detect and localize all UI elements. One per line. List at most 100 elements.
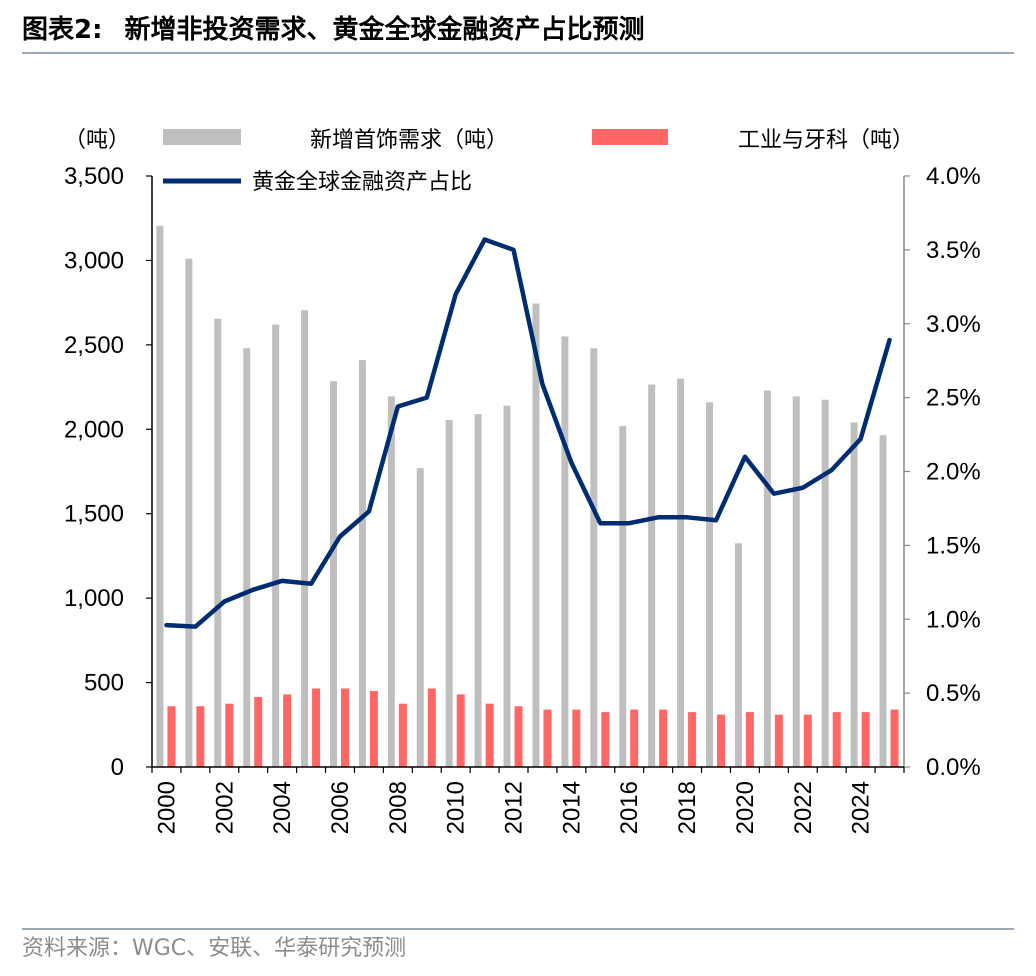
jewelry-bar-2007	[358, 360, 366, 767]
jewelry-bar-2019	[706, 402, 713, 767]
x-tick-label: 2014	[558, 781, 585, 834]
jewelry-bar-2011	[474, 414, 482, 767]
jewelry-bar-2008	[387, 396, 395, 767]
left-tick-label: 1,500	[64, 501, 124, 528]
x-tick-label: 2018	[674, 781, 701, 834]
figure-number: 图表2:	[22, 15, 103, 45]
right-tick-label: 3.0%	[926, 311, 981, 338]
industrial-bar-2011	[485, 703, 494, 767]
x-tick-label: 2004	[269, 781, 296, 834]
industrial-bar-2000	[167, 706, 176, 767]
jewelry-bar-2024	[850, 422, 858, 767]
legend: 新增首饰需求（吨） 工业与牙科（吨） 黄金全球金融资产占比	[163, 128, 914, 195]
industrial-bar-2020	[745, 712, 754, 767]
jewelry-bar-2012	[503, 405, 511, 767]
jewelry-bar-2003	[243, 348, 251, 767]
footer-divider	[22, 928, 1014, 930]
jewelry-bar-2022	[792, 396, 800, 767]
right-tick-label: 2.0%	[926, 459, 981, 486]
right-tick-label: 3.5%	[926, 237, 981, 264]
jewelry-bar-2017	[648, 384, 656, 767]
industrial-bar-2024	[861, 712, 870, 767]
jewelry-bar-2013	[532, 303, 540, 767]
industrial-bar-2025	[890, 709, 899, 767]
jewelry-bar-2010	[445, 419, 453, 767]
left-tick-label: 500	[84, 670, 124, 697]
left-tick-label: 2,500	[64, 332, 124, 359]
jewelry-bar-2006	[330, 381, 337, 767]
industrial-bar-2019	[717, 714, 725, 767]
industrial-bar-2006	[341, 688, 349, 767]
industrial-bar-2001	[196, 706, 205, 767]
jewelry-bar-2014	[561, 336, 569, 767]
right-tick-label: 4.0%	[926, 163, 981, 190]
x-tick-label: 2006	[327, 781, 354, 834]
industrial-bar-2004	[283, 694, 292, 767]
jewelry-bar-2002	[214, 318, 222, 767]
jewelry-bar-2018	[677, 378, 685, 767]
industrial-bar-2017	[659, 709, 668, 767]
title-divider	[22, 52, 1014, 54]
legend-label-jewelry: 新增首饰需求（吨）	[310, 128, 508, 153]
industrial-bar-2012	[514, 706, 523, 767]
legend-swatch-jewelry	[163, 129, 241, 145]
jewelry-bar-2005	[301, 310, 309, 767]
industrial-bar-2002	[225, 703, 234, 767]
industrial-bar-2010	[456, 694, 465, 767]
industrial-bar-2023	[832, 712, 841, 767]
jewelry-bars	[156, 225, 887, 767]
source-note: 资料来源：WGC、安联、华泰研究预测	[22, 936, 407, 961]
industrial-bar-2013	[543, 709, 552, 767]
x-tick-label: 2022	[790, 781, 817, 834]
x-tick-label: 2008	[385, 781, 412, 834]
industrial-bar-2021	[774, 714, 783, 767]
jewelry-bar-2021	[763, 390, 771, 767]
axes: 0 500 1,000 1,500 2,000 2,500 3,000 3,500 0.0% 0.…	[64, 128, 981, 834]
x-tick-label: 2002	[211, 781, 238, 834]
left-tick-label: 1,000	[64, 585, 124, 612]
right-tick-label: 1.5%	[926, 532, 981, 559]
x-tick-label: 2020	[732, 781, 759, 834]
jewelry-bar-2023	[821, 399, 829, 767]
jewelry-bar-2001	[185, 258, 193, 767]
industrial-bars	[167, 688, 899, 767]
left-tick-label: 0	[111, 754, 124, 781]
jewelry-bar-2016	[619, 425, 627, 767]
jewelry-bar-2004	[272, 324, 280, 767]
industrial-bar-2022	[803, 714, 812, 767]
legend-label-industrial: 工业与牙科（吨）	[738, 128, 914, 153]
jewelry-bar-2020	[734, 543, 742, 767]
right-tick-label: 0.0%	[926, 754, 981, 781]
right-tick-label: 0.5%	[926, 680, 981, 707]
jewelry-bar-2025	[879, 435, 887, 767]
legend-label-gold-share: 黄金全球金融资产占比	[252, 170, 472, 195]
gold-share-polyline	[164, 237, 892, 629]
x-tick-label: 2010	[443, 781, 470, 834]
industrial-bar-2008	[398, 703, 407, 767]
industrial-bar-2005	[312, 688, 321, 767]
left-tick-label: 3,000	[64, 247, 124, 274]
left-tick-label: 2,000	[64, 416, 124, 443]
jewelry-bar-2015	[590, 348, 598, 767]
left-tick-label: 3,500	[64, 163, 124, 190]
jewelry-bar-2009	[416, 468, 424, 767]
industrial-bar-2014	[572, 709, 581, 767]
right-tick-label: 1.0%	[926, 606, 981, 633]
industrial-bar-2015	[601, 712, 610, 767]
industrial-bar-2007	[369, 691, 378, 767]
x-tick-label: 2000	[153, 781, 180, 834]
legend-swatch-industrial	[592, 129, 668, 145]
right-tick-label: 2.5%	[926, 385, 981, 412]
x-tick-label: 2024	[848, 781, 875, 834]
x-tick-label: 2012	[501, 781, 528, 834]
x-tick-label: 2016	[616, 781, 643, 834]
industrial-bar-2009	[427, 688, 436, 767]
jewelry-bar-2000	[156, 225, 164, 767]
industrial-bar-2003	[254, 696, 263, 767]
industrial-bar-2016	[630, 709, 639, 767]
gold-share-line	[164, 237, 892, 629]
industrial-bar-2018	[688, 712, 697, 767]
figure-title-text: 新增非投资需求、黄金全球金融资产占比预测	[124, 15, 645, 45]
left-axis-unit: （吨）	[64, 128, 130, 153]
